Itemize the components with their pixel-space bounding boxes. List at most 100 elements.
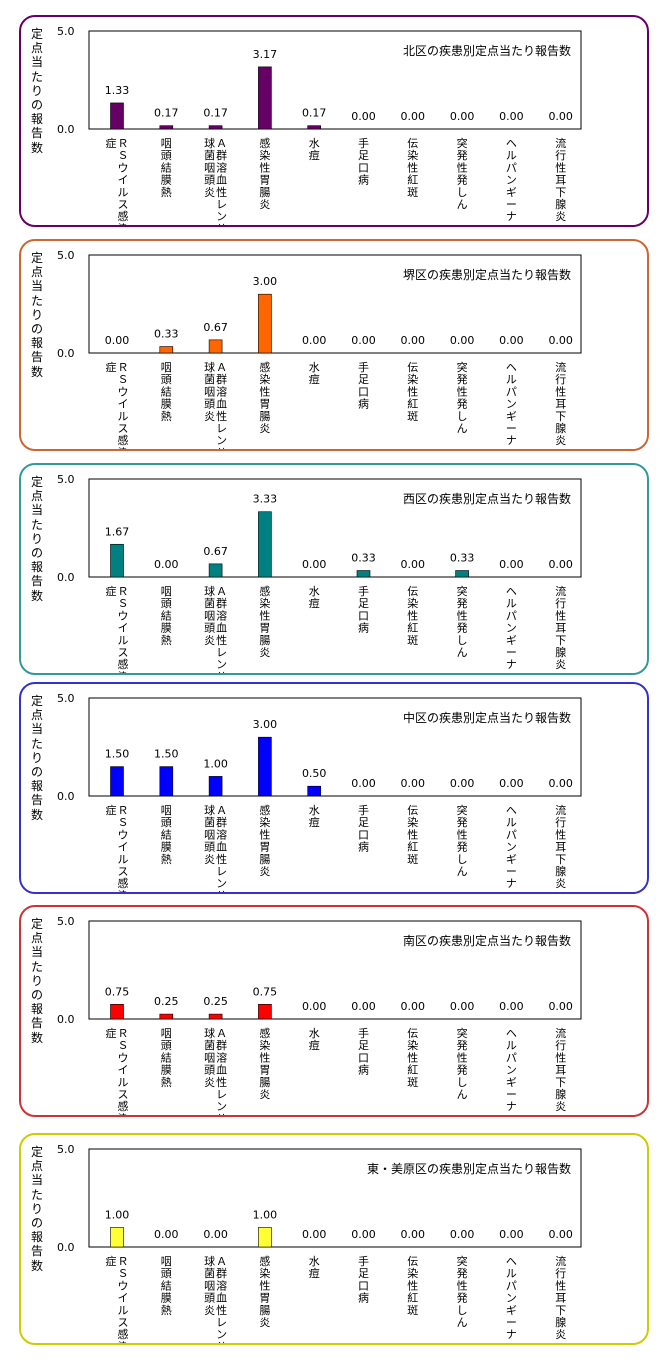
svg-text:腸: 腸 (259, 186, 270, 199)
data-label: 0.00 (548, 558, 573, 571)
bar-chart: 5.00.0南区の疾患別定点当たり報告数0.75ＲＳウイルス感染症0.25咽頭結… (57, 915, 582, 1115)
svg-text:ヘ: ヘ (506, 1255, 517, 1268)
svg-text:溶: 溶 (216, 827, 227, 841)
svg-text:足: 足 (358, 1267, 369, 1280)
svg-text:結: 結 (161, 608, 172, 622)
svg-text:群: 群 (216, 372, 227, 386)
data-label: 0.00 (302, 1228, 327, 1241)
svg-text:ス: ス (118, 646, 129, 659)
svg-text:サ: サ (216, 889, 227, 892)
svg-text:溶: 溶 (216, 1050, 227, 1064)
svg-text:性: 性 (259, 827, 270, 841)
svg-text:足: 足 (358, 373, 369, 386)
data-label: 0.25 (154, 995, 179, 1008)
svg-text:水: 水 (309, 804, 320, 817)
svg-text:サ: サ (216, 1340, 227, 1343)
svg-text:熱: 熱 (161, 1076, 172, 1089)
svg-text:伝: 伝 (407, 804, 418, 817)
svg-text:腺: 腺 (555, 421, 566, 435)
svg-text:膜: 膜 (161, 1064, 172, 1077)
svg-text:頭: 頭 (161, 373, 172, 386)
svg-text:斑: 斑 (407, 634, 418, 647)
svg-text:染: 染 (118, 888, 129, 892)
svg-text:腺: 腺 (555, 1315, 566, 1329)
svg-text:ル: ル (118, 634, 129, 647)
svg-text:水: 水 (309, 361, 320, 374)
svg-text:感: 感 (118, 658, 129, 671)
svg-text:血: 血 (216, 840, 227, 854)
svg-text:性: 性 (259, 1278, 270, 1292)
svg-text:Ａ: Ａ (216, 1027, 227, 1040)
svg-text:咽: 咽 (204, 609, 215, 622)
svg-text:ス: ス (118, 865, 129, 878)
svg-text:ん: ん (457, 1088, 468, 1101)
data-label: 0.00 (548, 777, 573, 790)
svg-text:群: 群 (216, 148, 227, 162)
svg-text:感: 感 (118, 1100, 129, 1113)
svg-text:感: 感 (259, 137, 270, 150)
svg-text:頭: 頭 (161, 1039, 172, 1052)
svg-text:菌: 菌 (204, 373, 215, 386)
svg-text:頭: 頭 (204, 398, 215, 411)
svg-text:イ: イ (118, 1292, 129, 1305)
svg-text:耳: 耳 (555, 622, 566, 635)
svg-text:球: 球 (204, 1026, 215, 1040)
svg-text:行: 行 (555, 149, 566, 162)
svg-text:菌: 菌 (204, 1267, 215, 1280)
svg-text:腺: 腺 (555, 197, 566, 211)
svg-text:Ｒ: Ｒ (118, 804, 129, 817)
svg-text:膜: 膜 (161, 174, 172, 187)
svg-text:流: 流 (555, 136, 566, 150)
svg-text:膜: 膜 (161, 841, 172, 854)
svg-text:性: 性 (457, 827, 468, 841)
data-label: 0.00 (351, 334, 376, 347)
data-label: 0.17 (203, 107, 228, 120)
data-label: 0.00 (401, 1000, 426, 1013)
data-label: 0.00 (499, 1228, 524, 1241)
category-label: ＲＳウイルス感染 症 (106, 1254, 129, 1343)
svg-text:下: 下 (555, 1076, 566, 1089)
svg-text:染: 染 (259, 148, 270, 162)
svg-text:頭: 頭 (161, 597, 172, 610)
svg-text:斑: 斑 (407, 853, 418, 866)
svg-text:ギ: ギ (506, 186, 517, 199)
svg-text:菌: 菌 (204, 597, 215, 610)
data-label: 0.00 (548, 334, 573, 347)
bar (110, 102, 124, 130)
svg-text:ウ: ウ (118, 385, 129, 398)
svg-text:イ: イ (118, 622, 129, 635)
plot-area (88, 697, 582, 797)
svg-text:溶: 溶 (216, 384, 227, 398)
svg-text:結: 結 (161, 160, 172, 174)
svg-text:発: 発 (457, 1291, 468, 1305)
svg-text:膜: 膜 (161, 398, 172, 411)
category-label: ＲＳウイルス感染 症 (106, 1026, 129, 1115)
chart-panel: 定点当たりの報告数 5.0 0.0 南区の疾患別定点当たり報告数 0.75 Ｒ Ｓ ウイルス感… (19, 905, 649, 1117)
svg-text:炎: 炎 (555, 877, 566, 890)
svg-text:紅: 紅 (407, 174, 418, 187)
y-tick-label: 5.0 (57, 249, 75, 262)
svg-text:炎: 炎 (204, 186, 215, 199)
svg-text:感: 感 (259, 804, 270, 817)
data-label: 0.00 (154, 1228, 179, 1241)
svg-text:性: 性 (457, 384, 468, 398)
svg-text:ル: ル (118, 853, 129, 866)
svg-text:感: 感 (118, 434, 129, 447)
bar-chart: 5.00.0西区の疾患別定点当たり報告数1.67ＲＳウイルス感染症0.00咽頭結… (57, 473, 582, 673)
svg-text:手: 手 (358, 1254, 369, 1268)
chart-panel: 定点当たりの報告数 5.0 0.0 中区の疾患別定点当たり報告数 1.50 Ｒ Ｓ ウイルス感… (19, 682, 649, 894)
svg-text:膜: 膜 (161, 1292, 172, 1305)
category-label: 水痘 (309, 361, 320, 386)
svg-text:ナ: ナ (506, 658, 517, 671)
svg-text:水: 水 (309, 585, 320, 598)
data-label: 0.00 (450, 1228, 475, 1241)
svg-text:耳: 耳 (555, 174, 566, 187)
plot-area (88, 920, 582, 1020)
